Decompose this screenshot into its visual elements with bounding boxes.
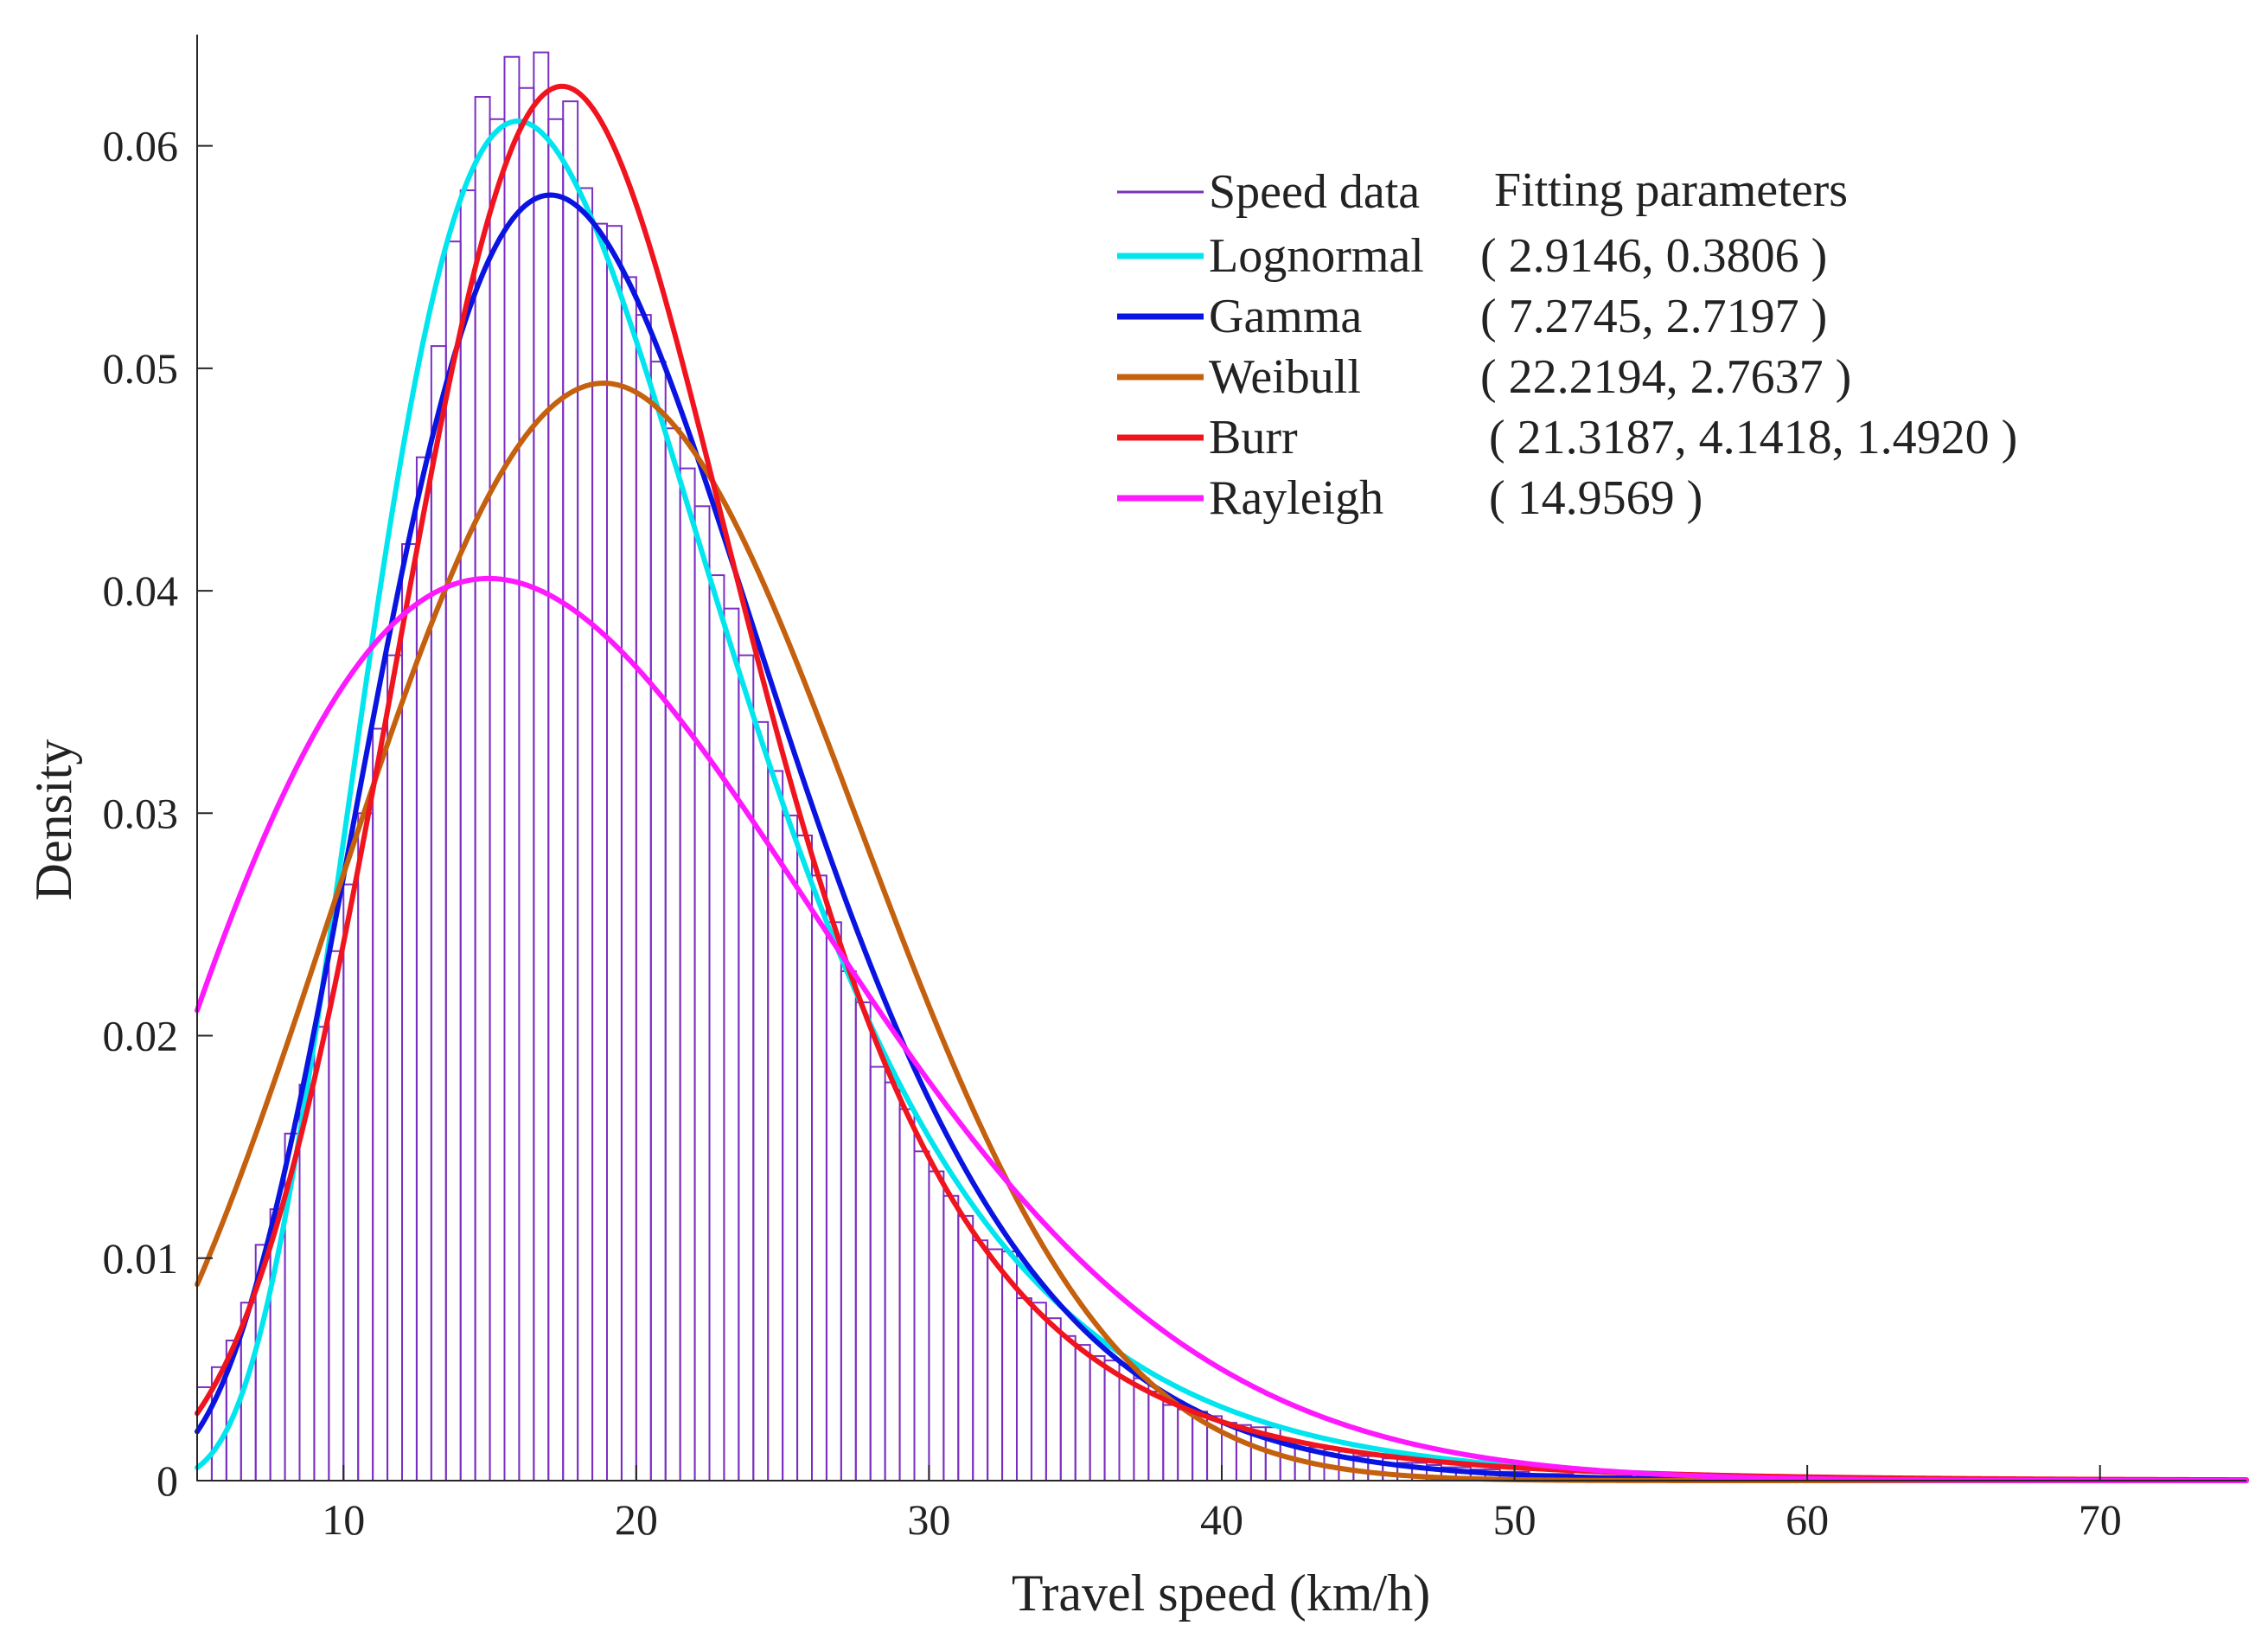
legend-label-speed-data: Speed data [1209, 165, 1420, 219]
histogram-bar [957, 1214, 974, 1481]
histogram-bar [489, 118, 506, 1482]
y-tick-label: 0.01 [103, 1234, 179, 1283]
histogram-bar [811, 874, 827, 1481]
histogram-bar [723, 607, 740, 1481]
axes: 10 20 30 40 50 60 70 0 0.01 0.02 0.03 0.04 0.05 0.06 [103, 35, 2246, 1544]
histogram-bar [1045, 1317, 1062, 1482]
histogram-bar [518, 86, 535, 1482]
histogram-bar [459, 189, 476, 1482]
histogram-bar [796, 835, 813, 1481]
histogram-bar [679, 467, 696, 1481]
histogram-bar [972, 1239, 989, 1482]
histogram-bar [1133, 1377, 1150, 1481]
legend-params-weibull: ( 22.2194, 2.7637 ) [1480, 350, 1851, 404]
histogram-bar [1103, 1360, 1121, 1481]
y-tick-label: 0.02 [103, 1012, 179, 1060]
histogram-bar [328, 950, 345, 1481]
y-tick-label: 0.03 [103, 789, 179, 837]
histogram-bar [1147, 1391, 1165, 1481]
x-tick-label: 20 [615, 1495, 658, 1544]
y-tick-label: 0 [157, 1456, 178, 1505]
legend-label-gamma: Gamma [1209, 290, 1362, 343]
legend-header: Fitting parameters [1494, 163, 1848, 217]
legend-label-weibull: Weibull [1209, 350, 1361, 404]
histogram-bar [987, 1248, 1004, 1481]
legend-params-rayleigh: ( 14.9569 ) [1489, 471, 1703, 525]
histogram-bar [444, 240, 462, 1481]
histogram-bar [884, 1081, 901, 1481]
x-tick-label: 50 [1493, 1495, 1536, 1544]
histogram-bar [415, 456, 432, 1482]
histogram-bar [474, 96, 491, 1481]
legend-entry-rayleigh: Rayleigh ( 14.9569 ) [1117, 471, 1703, 525]
legend: Fitting parameters Speed data Lognormal … [1117, 163, 2017, 525]
x-tick-label: 60 [1786, 1495, 1829, 1544]
legend-params-gamma: ( 7.2745, 2.7197 ) [1480, 290, 1827, 343]
legend-label-rayleigh: Rayleigh [1209, 471, 1383, 525]
histogram-bar [533, 51, 550, 1481]
histogram-bar [767, 770, 784, 1481]
histogram-bar [942, 1194, 960, 1481]
histogram-bar [342, 883, 360, 1481]
histogram-bar [928, 1170, 945, 1481]
histogram-bar [1177, 1408, 1194, 1481]
histogram-bar [840, 969, 857, 1481]
legend-entry-burr: Burr ( 21.3187, 4.1418, 1.4920 ) [1117, 411, 2017, 464]
histogram-bar [693, 505, 711, 1481]
legend-entry-weibull: Weibull ( 22.2194, 2.7637 ) [1117, 350, 1851, 404]
y-tick-label: 0.04 [103, 566, 179, 615]
histogram-bar [547, 118, 565, 1482]
histogram-bar [1059, 1334, 1077, 1482]
histogram-bar [562, 100, 579, 1482]
histogram-bar [664, 427, 681, 1481]
histogram-bar [503, 55, 521, 1482]
x-tick-label: 10 [322, 1495, 365, 1544]
histogram-bar [387, 654, 404, 1481]
histogram-bar [1089, 1354, 1106, 1482]
histogram-bar [298, 1084, 316, 1482]
histogram-bar [372, 727, 389, 1481]
y-tick-label: 0.06 [103, 122, 179, 170]
histogram-bar [1074, 1344, 1091, 1481]
histogram-bar [869, 1065, 886, 1481]
histogram-bar [606, 225, 623, 1481]
legend-params-lognormal: ( 2.9146, 0.3806 ) [1480, 229, 1827, 283]
y-axis-label: Density [25, 739, 82, 901]
histogram-bar [577, 187, 594, 1481]
legend-label-burr: Burr [1209, 411, 1298, 464]
histogram-bar [649, 361, 667, 1481]
legend-entry-lognormal: Lognormal ( 2.9146, 0.3806 ) [1117, 229, 1827, 283]
histogram-bar [1016, 1297, 1032, 1482]
histogram-bar [430, 345, 447, 1482]
x-axis-label: Travel speed (km/h) [1012, 1565, 1430, 1622]
histogram-bar [620, 276, 637, 1481]
histogram-bar [854, 1001, 872, 1481]
legend-entry-speed-data: Speed data [1117, 165, 1420, 219]
histogram-bar [913, 1150, 930, 1481]
x-tick-label: 30 [907, 1495, 950, 1544]
histogram-bar [591, 222, 608, 1482]
histogram-bar [357, 812, 374, 1481]
x-tick-label: 70 [2079, 1495, 2122, 1544]
histogram-bar [782, 814, 799, 1481]
x-tick-label: 40 [1200, 1495, 1243, 1544]
legend-label-lognormal: Lognormal [1209, 229, 1424, 283]
histogram-bar [1030, 1302, 1047, 1481]
histogram-bar [1162, 1404, 1179, 1481]
legend-entry-gamma: Gamma ( 7.2745, 2.7197 ) [1117, 290, 1827, 343]
histogram-bar [313, 1026, 330, 1482]
y-tick-label: 0.05 [103, 344, 179, 393]
histogram-bar [635, 314, 652, 1482]
legend-params-burr: ( 21.3187, 4.1418, 1.4920 ) [1489, 411, 2017, 464]
histogram-bar [898, 1108, 916, 1481]
histogram-bar [708, 574, 725, 1481]
histogram-bar [825, 921, 842, 1482]
histogram-bar [738, 654, 755, 1481]
